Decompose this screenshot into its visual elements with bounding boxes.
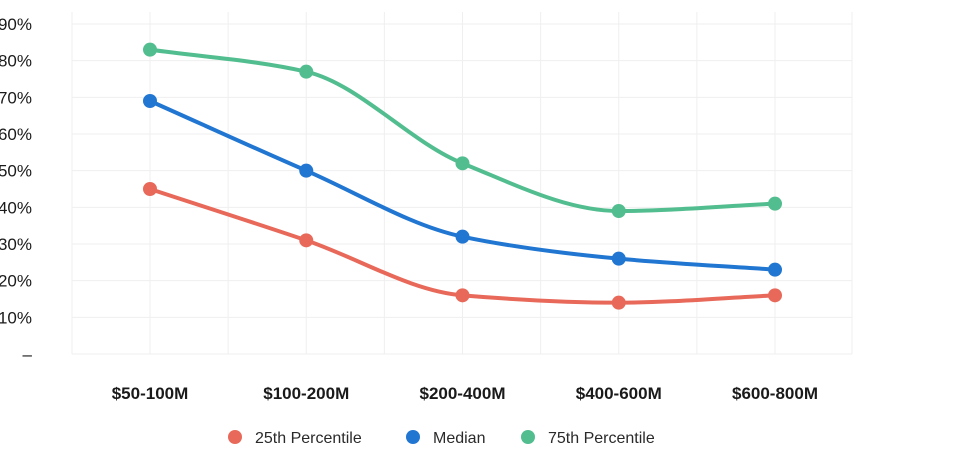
y-tick-label: 30% <box>0 235 32 254</box>
x-axis: $50-100M $100-200M $200-400M $400-600M $600-… <box>112 384 818 403</box>
y-axis: – 10% 20% 30% 40% 50% 60% 70% 80% 90% <box>0 15 33 364</box>
data-point <box>143 42 157 57</box>
data-point <box>768 262 782 277</box>
x-tick-label: $400-600M <box>576 384 662 403</box>
y-tick-label: 60% <box>0 125 32 144</box>
x-tick-label: $200-400M <box>419 384 505 403</box>
y-tick-label: 50% <box>0 162 32 181</box>
data-point <box>143 182 157 196</box>
series-median <box>143 94 782 277</box>
legend-label: 25th Percentile <box>255 430 362 447</box>
y-tick-label: 90% <box>0 15 32 34</box>
data-point <box>611 251 626 266</box>
series-75th-percentile <box>143 42 782 218</box>
grid-layer <box>71 12 853 355</box>
data-point <box>455 156 470 171</box>
legend-marker <box>521 430 535 444</box>
x-tick-label: $50-100M <box>112 384 189 403</box>
legend-marker <box>406 430 420 444</box>
y-tick-label: 20% <box>0 272 32 291</box>
y-tick-label: 10% <box>0 308 32 327</box>
data-point <box>299 64 314 79</box>
y-tick-label: 70% <box>0 88 32 107</box>
x-tick-label: $100-200M <box>263 384 349 403</box>
data-point <box>455 229 470 244</box>
data-point <box>768 196 782 211</box>
data-point <box>299 233 314 248</box>
data-point <box>611 295 626 310</box>
x-tick-label: $600-800M <box>732 384 818 403</box>
data-point <box>143 94 157 108</box>
data-point <box>299 163 314 178</box>
series-layer <box>143 42 782 310</box>
data-point <box>768 288 782 303</box>
data-point <box>611 204 626 218</box>
legend-label: Median <box>433 430 485 447</box>
y-tick-label: – <box>23 345 33 364</box>
y-tick-label: 80% <box>0 52 32 71</box>
legend-marker <box>228 430 242 444</box>
series-25th-percentile <box>143 182 782 310</box>
legend-label: 75th Percentile <box>548 430 655 447</box>
data-point <box>455 288 470 303</box>
legend: 25th Percentile Median 75th Percentile <box>228 430 655 447</box>
y-tick-label: 40% <box>0 198 32 217</box>
